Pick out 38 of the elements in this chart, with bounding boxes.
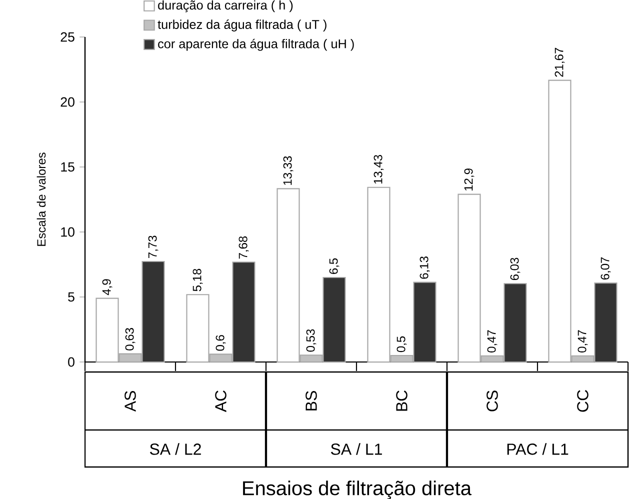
data-label: 0,53 [306, 329, 316, 352]
x-tick-label: CC [577, 390, 588, 412]
text: SA / L2 [150, 443, 201, 455]
y-tick-label: 25 [60, 32, 74, 42]
y-tick-label: 0 [68, 357, 74, 367]
y-axis-title: Escala de valores [36, 152, 46, 246]
data-label: 4,9 [102, 279, 112, 296]
legend-label: duração da carreira ( h ) [158, 0, 293, 12]
data-label: 0,6 [216, 335, 226, 351]
data-label: 6,03 [510, 258, 520, 280]
text: PAC / L1 [507, 443, 568, 455]
text: SA / L1 [330, 443, 382, 455]
legend-label: turbidez da água filtrada ( uT ) [158, 20, 326, 32]
data-label: 0,47 [487, 330, 498, 352]
data-label: 0,5 [396, 336, 407, 352]
data-label: 6,13 [420, 256, 430, 279]
y-tick-label: 15 [61, 162, 74, 172]
y-tick-label: 10 [61, 227, 74, 237]
y-tick-label: 20 [60, 97, 74, 107]
data-label: 0,47 [578, 330, 588, 352]
data-label: 13,33 [283, 156, 294, 185]
x-tick-label: BS [306, 391, 317, 410]
x-tick-label: BC [396, 390, 408, 411]
x-tick-label: AS [124, 391, 136, 412]
data-label: 6,5 [329, 258, 340, 274]
data-label: 7,68 [238, 236, 249, 259]
x-axis-title: Ensaios de filtração direta [243, 480, 472, 499]
data-label: 7,73 [148, 236, 158, 258]
data-label: 5,18 [192, 268, 203, 292]
data-label: 12,9 [464, 168, 474, 190]
data-label: 21,67 [554, 48, 565, 77]
data-label: 6,07 [600, 257, 611, 280]
x-tick-label: CS [486, 390, 498, 412]
legend-label: cor aparente da água filtrada ( uH ) [158, 38, 354, 51]
data-label: 13,43 [374, 154, 384, 184]
data-label: 0,63 [125, 328, 136, 350]
y-tick-label: 5 [68, 292, 74, 302]
x-tick-label: AC [215, 390, 226, 412]
